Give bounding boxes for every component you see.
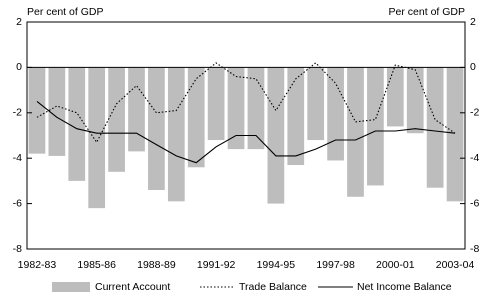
y2-axis-label: Per cent of GDP	[389, 6, 465, 18]
x-tick-label: 1985-86	[77, 259, 116, 271]
x-tick-label: 2000-01	[376, 259, 415, 271]
y-axis-label: Per cent of GDP	[27, 6, 103, 18]
y-tick-label: -6	[13, 197, 22, 209]
x-tick-label: 1982-83	[18, 259, 57, 271]
y2-tick-label: -6	[470, 197, 479, 209]
y-tick-label: -4	[13, 152, 22, 164]
bar	[28, 67, 46, 154]
bar	[227, 67, 245, 150]
bar	[187, 67, 205, 168]
bar	[307, 67, 325, 141]
x-tick-label: 2003-04	[436, 259, 475, 271]
bar	[207, 67, 225, 141]
bar	[347, 67, 364, 197]
bar	[287, 67, 305, 166]
bar	[386, 67, 404, 127]
y2-tick-label: -4	[470, 152, 479, 164]
y2-tick-label: -2	[470, 107, 479, 119]
bar	[128, 67, 145, 152]
legend-label: Current Account	[95, 281, 170, 293]
y2-tick-label: -8	[470, 243, 479, 255]
legend-label: Trade Balance	[239, 281, 307, 293]
bar	[367, 67, 384, 186]
plot-frame	[26, 21, 466, 250]
y2-tick-label: 2	[470, 16, 476, 28]
bar	[108, 67, 125, 172]
y2-tick-label: 0	[470, 61, 476, 73]
x-tick-label: 1988-89	[137, 259, 176, 271]
y-tick-label: 0	[16, 61, 22, 73]
bar	[267, 67, 285, 204]
bar	[167, 67, 185, 202]
y-tick-label: -2	[13, 107, 22, 119]
legend-swatch	[52, 282, 90, 292]
bar	[446, 67, 464, 202]
x-tick-label: 1997-98	[316, 259, 355, 271]
y-tick-label: -8	[13, 243, 22, 255]
bar	[148, 67, 165, 190]
y-tick-label: 2	[16, 16, 22, 28]
bar	[247, 67, 265, 150]
bar	[88, 67, 106, 209]
bar	[406, 67, 424, 134]
legend-label: Net Income Balance	[357, 281, 452, 293]
x-tick-label: 1991-92	[197, 259, 236, 271]
bar	[68, 67, 86, 181]
bar	[327, 67, 344, 161]
line	[36, 100, 456, 164]
bar	[48, 67, 66, 156]
x-tick-label: 1994-95	[257, 259, 296, 271]
bar	[426, 67, 444, 188]
